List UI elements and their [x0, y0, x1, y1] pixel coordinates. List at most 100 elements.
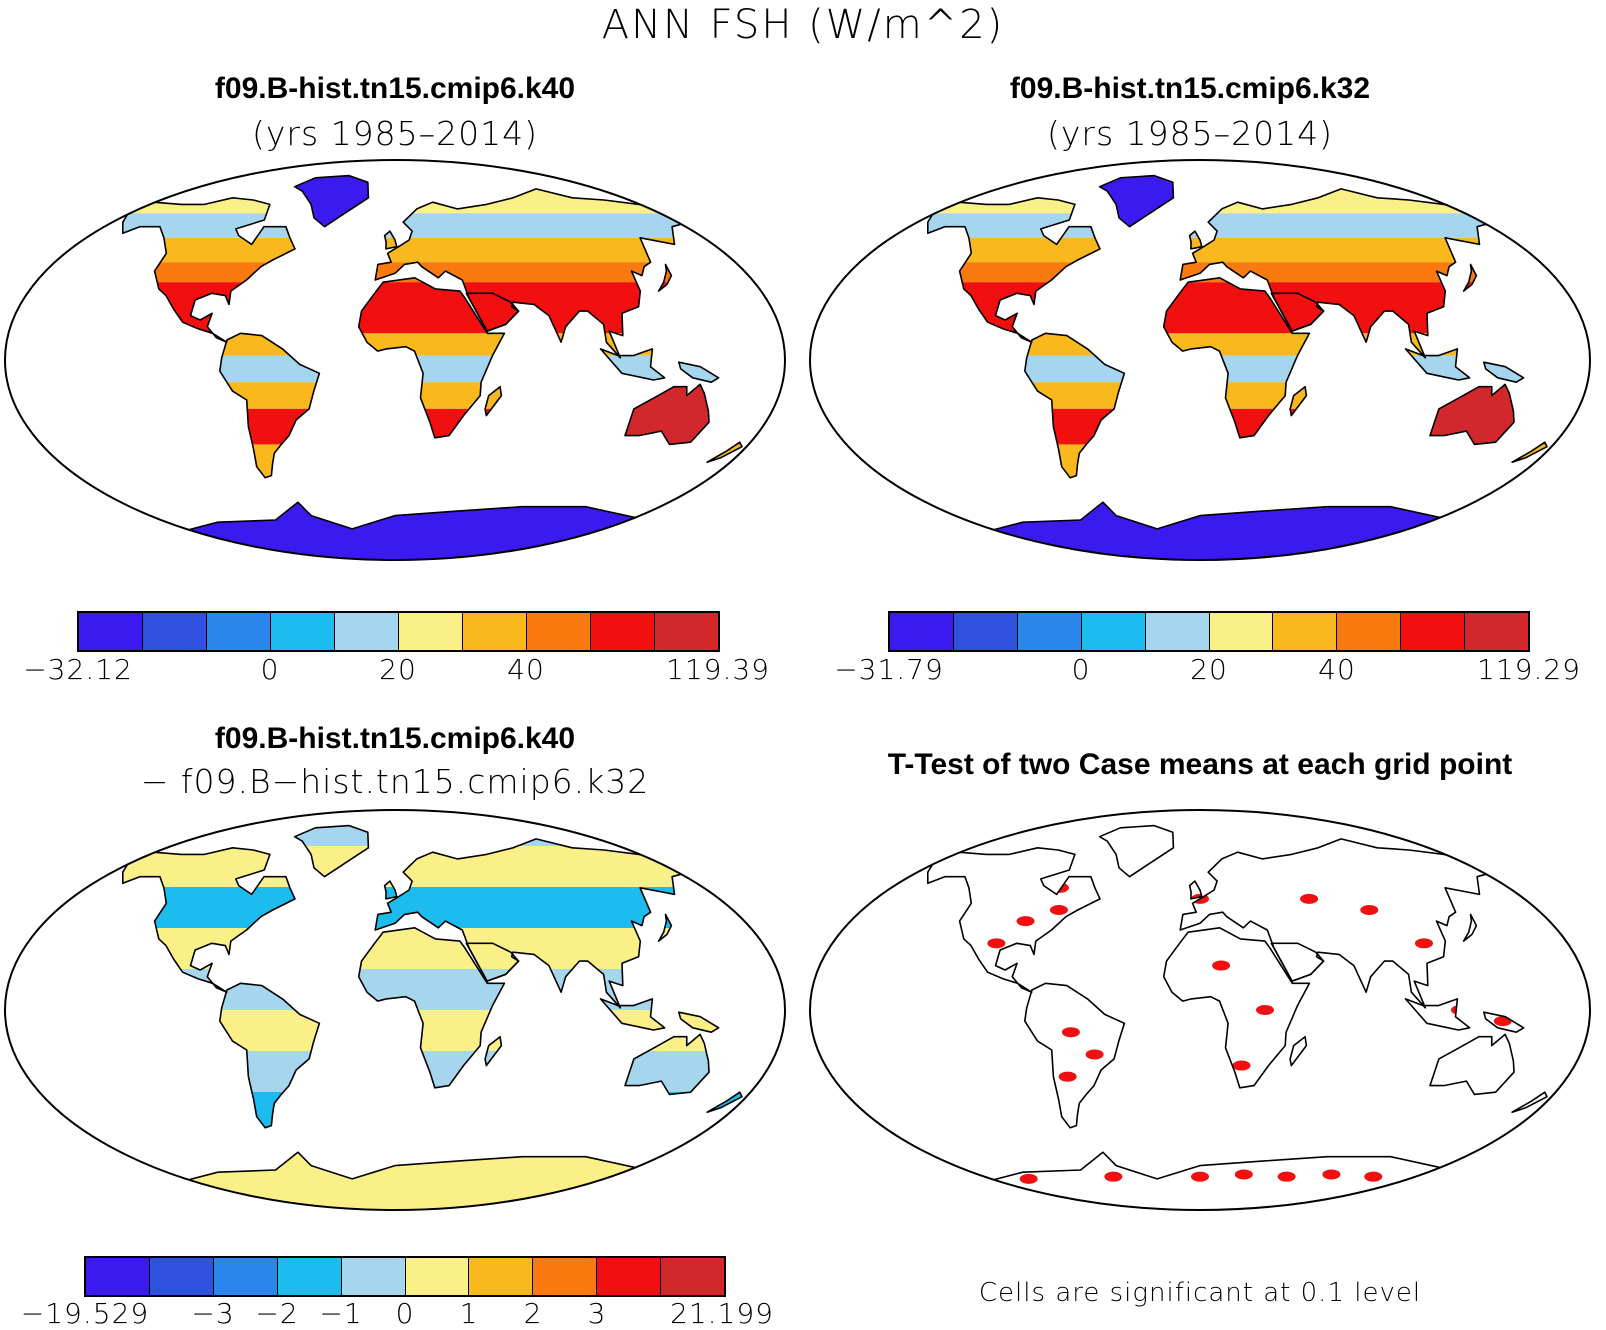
- panel3-colorbar-label: 3: [587, 1297, 607, 1330]
- colorbar-swatch: [661, 1258, 725, 1295]
- australia-coastline: [1429, 1033, 1515, 1096]
- japan-coastline: [657, 913, 673, 942]
- colorbar-swatch: [143, 613, 207, 650]
- map-frame: [809, 809, 1591, 1211]
- africa-coastline: [357, 927, 506, 1089]
- colorbar-swatch: [79, 613, 143, 650]
- madagascar-coastline: [484, 1035, 503, 1067]
- colorbar-swatch: [213, 1258, 278, 1295]
- greenland-coastline: [1098, 824, 1175, 878]
- australia-fill: [625, 384, 709, 445]
- uk-coastline: [383, 880, 398, 900]
- colorbar-swatch: [335, 613, 399, 650]
- field-band: [927, 213, 1547, 238]
- antarctica-fill: [949, 502, 1451, 560]
- madagascar-coastline: [1289, 385, 1308, 417]
- panel2-title: f09.B-hist.tn15.cmip6.k32: [1009, 72, 1371, 105]
- colorbar-swatch: [207, 613, 271, 650]
- panel3-title: f09.B-hist.tn15.cmip6.k40: [214, 722, 576, 755]
- significant-cell: [987, 938, 1006, 949]
- panel2-colorbar-label: 20: [1190, 653, 1228, 686]
- panel2-map: [809, 159, 1591, 561]
- ocean-background: [810, 810, 1590, 1210]
- africa-coastline: [357, 277, 506, 439]
- panel1-colorbar-label: 119.39: [666, 653, 770, 686]
- significant-cell: [1058, 1071, 1077, 1082]
- panel1-colorbar-label: −32.12: [23, 653, 133, 686]
- panel3-colorbar-label: −19.529: [20, 1297, 150, 1330]
- colorbar-swatch: [271, 613, 335, 650]
- panel2-colorbar-label: 40: [1318, 653, 1356, 686]
- colorbar-swatch: [341, 1258, 406, 1295]
- colorbar-swatch: [591, 613, 655, 650]
- colorbar-swatch: [86, 1258, 150, 1295]
- ocean-background: [5, 810, 785, 1210]
- indonesia-coastline: [599, 998, 666, 1031]
- significant-cell: [1300, 893, 1319, 904]
- samerica-coastline: [1024, 332, 1126, 479]
- panel3-colorbar: [84, 1256, 726, 1297]
- panel1-colorbar: [77, 611, 720, 652]
- panel1-subtitle: (yrs 1985–2014): [252, 114, 538, 153]
- samerica-coastline: [219, 332, 321, 479]
- colorbar-swatch: [1209, 613, 1274, 650]
- significant-cell: [1322, 1169, 1341, 1180]
- samerica-coastline: [219, 982, 321, 1129]
- namerica-coastline: [122, 846, 296, 993]
- arabia-coastline: [1270, 292, 1325, 332]
- colorbar-swatch: [277, 1258, 342, 1295]
- newguinea-coastline: [1482, 1011, 1525, 1033]
- significant-cell: [1256, 1005, 1274, 1015]
- australia-coastline: [624, 383, 710, 446]
- panel4-title: T-Test of two Case means at each grid po…: [887, 748, 1513, 781]
- panel2-colorbar-label: 0: [1071, 653, 1091, 686]
- field-band: [122, 213, 742, 238]
- colorbar-swatch: [953, 613, 1018, 650]
- antarctica-fill: [144, 502, 646, 560]
- field-band: [122, 887, 742, 928]
- uk-coastline: [383, 230, 398, 250]
- panel3-colorbar-label: 21.199: [670, 1297, 774, 1330]
- greenland-coastline: [1098, 174, 1175, 228]
- panel2-colorbar-label: −31.79: [834, 653, 944, 686]
- significant-cell: [1234, 1169, 1253, 1180]
- nz-coastline: [1511, 441, 1548, 464]
- panel3-subtitle: − f09.B−hist.tn15.cmip6.k32: [140, 762, 650, 801]
- japan-coastline: [657, 263, 673, 292]
- antarctica-fill: [144, 1152, 646, 1210]
- panel3-colorbar-label: −2: [255, 1297, 299, 1330]
- indonesia-coastline: [1404, 348, 1471, 381]
- panel2-colorbar: [888, 611, 1530, 652]
- arabia-coastline: [465, 942, 520, 982]
- ocean-background: [810, 160, 1590, 560]
- australia-coastline: [624, 1033, 710, 1096]
- panel2-colorbar-label: 119.29: [1477, 653, 1581, 686]
- field-band: [927, 237, 1547, 263]
- japan-coastline: [1462, 263, 1478, 292]
- panel1-title: f09.B-hist.tn15.cmip6.k40: [214, 72, 576, 105]
- significant-cell: [1414, 938, 1433, 949]
- newguinea-coastline: [677, 361, 720, 383]
- map-frame: [4, 809, 786, 1211]
- indonesia-coastline: [599, 348, 666, 381]
- arabia-coastline: [465, 292, 520, 332]
- panel3-colorbar-label: 0: [395, 1297, 415, 1330]
- panel2-subtitle: (yrs 1985–2014): [1047, 114, 1333, 153]
- significant-cell: [1085, 1049, 1104, 1060]
- newguinea-coastline: [677, 1011, 720, 1033]
- madagascar-coastline: [1289, 1035, 1308, 1067]
- panel3-colorbar-label: −1: [319, 1297, 363, 1330]
- australia-fill: [1430, 384, 1514, 445]
- map-frame: [4, 159, 786, 561]
- map-frame: [809, 159, 1591, 561]
- significant-cell: [1360, 905, 1379, 915]
- namerica-coastline: [927, 196, 1101, 343]
- colorbar-swatch: [1273, 613, 1338, 650]
- greenland-coastline: [293, 824, 370, 878]
- panel3-map: [4, 809, 786, 1211]
- colorbar-swatch: [533, 1258, 598, 1295]
- colorbar-swatch: [463, 613, 527, 650]
- africa-coastline: [1162, 927, 1311, 1089]
- namerica-coastline: [122, 196, 296, 343]
- greenland-coastline: [293, 174, 370, 228]
